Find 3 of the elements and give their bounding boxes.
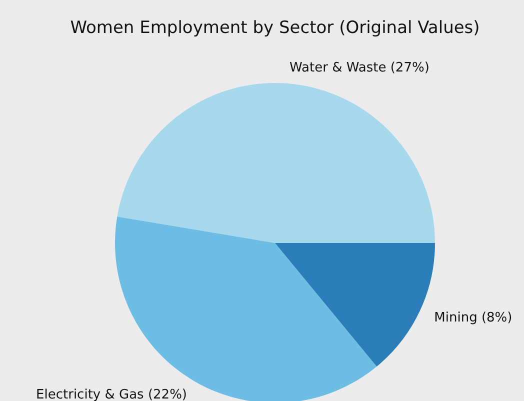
slice-label: Mining (8%) bbox=[434, 310, 512, 326]
slice-label: Water & Waste (27%) bbox=[290, 60, 430, 76]
chart-title: Women Employment by Sector (Original Values) bbox=[69, 18, 481, 38]
